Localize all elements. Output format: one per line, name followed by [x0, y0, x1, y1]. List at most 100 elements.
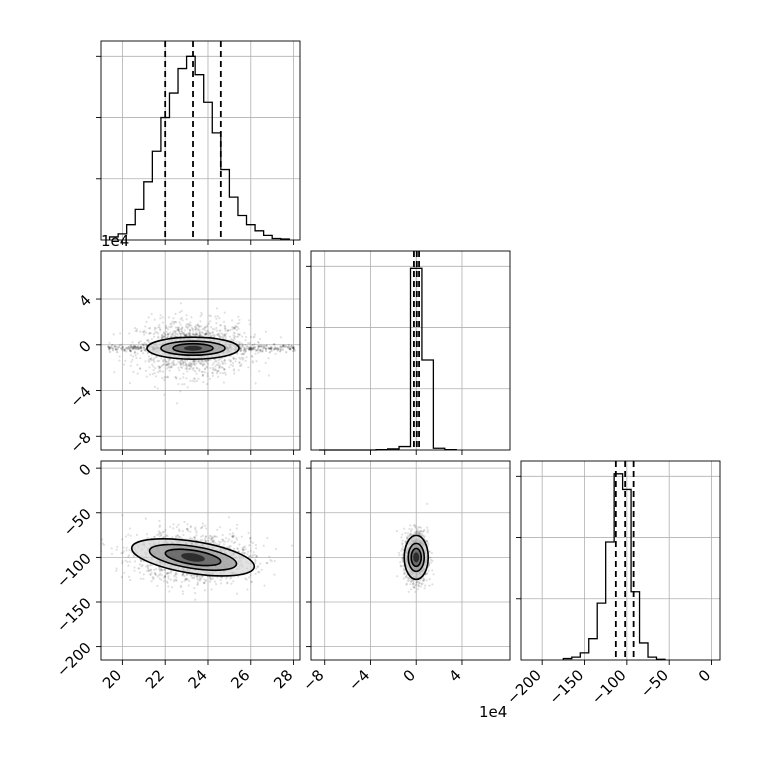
sxz-point: [201, 534, 205, 537]
sxz-point: [153, 535, 156, 538]
sxy-point: [206, 366, 209, 369]
sxy-point: [214, 369, 217, 372]
sxz-point: [232, 534, 236, 537]
sxy-point: [186, 332, 189, 335]
sxy-point: [198, 360, 201, 363]
sxy-point: [198, 334, 202, 337]
sxy-point: [181, 319, 184, 322]
sxy-point: [223, 368, 226, 371]
sxz-point: [140, 565, 143, 568]
sxy-point: [149, 332, 152, 335]
sxy-point: [205, 325, 208, 328]
sxz-point: [221, 533, 224, 537]
sxz-point: [243, 552, 246, 555]
syz-point: [399, 565, 402, 568]
sxy-point: [203, 333, 207, 336]
sxy-point: [207, 330, 210, 333]
sxz-point: [149, 573, 152, 576]
syz-point: [407, 579, 410, 582]
sxz-point: [194, 598, 197, 601]
sxz-point: [201, 575, 204, 579]
sxz-point: [236, 547, 239, 551]
sxz-point: [251, 556, 254, 559]
sxy-point: [128, 382, 132, 385]
sxy-point: [219, 357, 222, 360]
sxy-point: [250, 347, 253, 350]
syz-point: [422, 530, 425, 533]
sxy-point: [194, 370, 197, 373]
sxz-point: [235, 538, 238, 541]
syz-point: [418, 585, 421, 588]
sxz-point: [189, 525, 192, 528]
sxy-point: [212, 333, 215, 336]
sxy-point: [251, 347, 254, 350]
sxy-point: [253, 343, 256, 346]
sxy-point: [275, 346, 279, 350]
sxy-point: [185, 377, 188, 380]
sxy-point: [234, 357, 237, 360]
sxy-point: [168, 369, 171, 372]
sxz-point: [222, 540, 225, 543]
syz-point: [416, 588, 419, 591]
syz-point: [417, 529, 420, 533]
sxy-point: [190, 364, 193, 367]
sxy-point: [217, 375, 220, 378]
sxz-point: [186, 578, 189, 581]
sxy-point: [269, 347, 273, 350]
sxy-point: [95, 331, 97, 333]
sxy-point: [231, 319, 234, 322]
sxz-point: [189, 526, 192, 529]
sxy-point: [186, 370, 189, 373]
sxz-point: [156, 584, 159, 588]
sxy-point: [169, 326, 173, 329]
syz-point: [413, 531, 416, 534]
sxz-point: [167, 577, 170, 580]
sxy-point: [152, 365, 155, 368]
sxz-point: [149, 569, 152, 572]
syz-point: [413, 586, 416, 589]
syz-point: [412, 586, 415, 589]
sxy-point: [190, 326, 193, 329]
sxy-point: [221, 372, 225, 375]
sxy-point: [177, 326, 180, 329]
sxy-point: [243, 347, 246, 350]
sxy-point: [161, 316, 164, 319]
sxy-point: [247, 348, 250, 351]
sxy-point: [154, 327, 157, 330]
syz-point: [409, 524, 412, 527]
sxy-point: [177, 326, 180, 329]
sxy-point: [201, 331, 204, 334]
sxy-point: [260, 344, 263, 347]
sxy-point: [176, 333, 179, 336]
sxy-point: [235, 325, 238, 328]
sxy-point: [158, 326, 161, 329]
sxz-point: [175, 579, 178, 582]
sxy-point: [198, 368, 201, 371]
sxy-point: [159, 317, 162, 320]
syz-point: [409, 583, 412, 586]
sxz-point: [183, 574, 186, 578]
sxy-point: [265, 344, 268, 347]
syz-point: [413, 524, 416, 527]
sxy-point: [292, 346, 296, 349]
sxz-point: [177, 535, 180, 538]
sxy-point: [253, 348, 256, 351]
sxy-point: [133, 346, 136, 349]
sxz-point: [193, 536, 196, 539]
sxy-point: [244, 343, 247, 346]
sxz-point: [175, 534, 178, 537]
sxz-point: [266, 537, 269, 540]
sxy-point: [187, 364, 190, 367]
sxz-point: [228, 546, 231, 550]
sxz-point: [158, 574, 161, 577]
sxy-point: [179, 377, 182, 380]
sxy-point: [277, 347, 280, 350]
sxy-point: [211, 327, 214, 331]
sxz-point: [147, 570, 150, 573]
sxy-point: [134, 345, 137, 348]
sxy-point: [197, 359, 200, 363]
sxy-point: [218, 317, 221, 320]
sxy-point: [174, 330, 177, 333]
sxy-point: [250, 349, 253, 352]
sxy-point: [127, 346, 130, 349]
